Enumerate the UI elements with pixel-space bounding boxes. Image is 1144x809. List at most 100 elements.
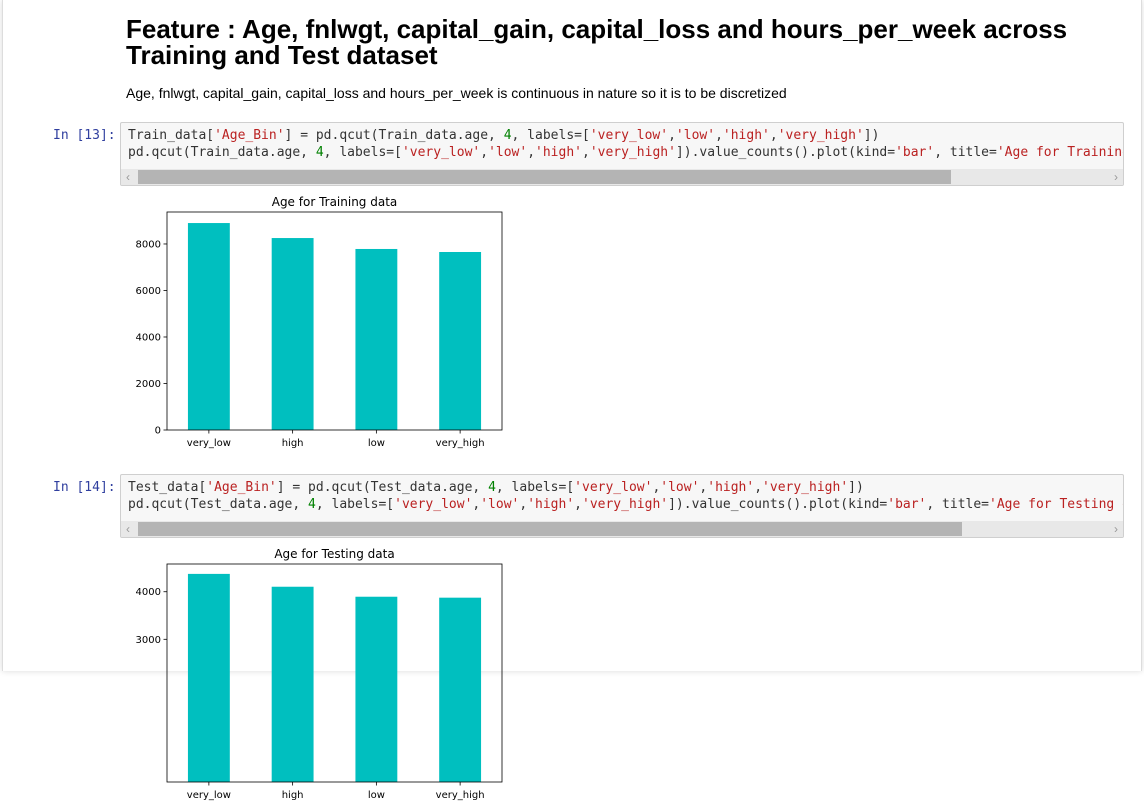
chart-output: very_low high low very_high 0 2000 4000 6000 800…	[122, 192, 522, 452]
x-tick-label: low	[368, 438, 385, 449]
scrollbar-thumb	[138, 170, 951, 184]
code-token: , labels=[	[315, 497, 395, 512]
scroll-right: ›	[1114, 522, 1118, 536]
code-line: pd.qcut(Test_data.age, 4, labels=['very_…	[128, 497, 1124, 512]
code-token: ,	[652, 480, 661, 495]
code-token: 'low'	[660, 480, 700, 495]
bar	[439, 251, 482, 430]
y-tick-label: 4000	[136, 587, 161, 598]
code-token: ,	[582, 145, 590, 160]
code-line: pd.qcut(Train_data.age, 4, labels=[ 'very…	[128, 145, 1124, 160]
chart-title: Age for Training data	[272, 195, 398, 209]
bar	[355, 596, 398, 782]
code-token: 'low'	[488, 145, 528, 160]
cell-prompt: In [13]:	[53, 128, 116, 143]
code-cell[interactable]: Test_data['Age_Bin'] = pd.qcut(Test_data…	[120, 474, 1124, 538]
code-token: 4	[308, 497, 316, 512]
code-token: 'very_high'	[777, 128, 864, 143]
code-token: 'low'	[480, 497, 520, 512]
code-token: ,	[527, 145, 536, 160]
code-token: 'high'	[527, 497, 575, 512]
x-tick-label: very_high	[436, 438, 485, 449]
code-line: Train_data['Age_Bin'] = pd.qcut(Train_da…	[128, 128, 879, 143]
code-token: 4	[488, 480, 496, 495]
code-token: ,	[519, 497, 528, 512]
code-token: 'very_low'	[574, 480, 653, 495]
scrollbar[interactable]: ‹ ›	[121, 169, 1123, 185]
x-tick-label: very_low	[187, 438, 231, 449]
code-token: , title=	[926, 497, 990, 512]
bar	[355, 248, 398, 430]
scroll-left: ‹	[126, 522, 130, 536]
y-tick-label: 6000	[136, 286, 161, 297]
code-token: 'Age for Testing da	[989, 497, 1124, 512]
code-token: ])	[863, 128, 880, 143]
code-token: ,	[769, 128, 778, 143]
scroll-right: ›	[1114, 170, 1118, 184]
code-token: ,	[480, 145, 489, 160]
code-token: 'Age for Training	[996, 145, 1124, 160]
code-cell[interactable]: Train_data['Age_Bin'] = pd.qcut(Train_da…	[120, 122, 1124, 186]
x-tick-label: very_low	[187, 790, 231, 801]
code-token: ,	[699, 480, 708, 495]
code-token: , labels=[	[323, 145, 402, 160]
scrollbar-thumb	[138, 522, 962, 536]
code-token: 'high'	[722, 128, 770, 143]
code-token: , title=	[934, 145, 997, 160]
bar	[271, 586, 314, 782]
chart: very_low high low very_high 0 2000 4000 6000 800…	[136, 195, 503, 449]
code-token: 'Age_Bin'	[214, 128, 285, 143]
code-token: ,	[472, 497, 481, 512]
code-token: 'high'	[535, 145, 582, 160]
code-token: 'bar'	[895, 145, 935, 160]
chart-title: Age for Testing data	[274, 547, 394, 561]
bar	[187, 573, 230, 782]
code-token: 'bar'	[887, 497, 927, 512]
code-token: ]).value_counts().plot(kind=	[668, 497, 888, 512]
cell-prompt: In [14]:	[53, 480, 116, 495]
code-token: , labels=[	[511, 128, 590, 143]
code-token: 'very_low'	[394, 497, 473, 512]
bar	[187, 223, 230, 430]
y-tick-label: 0	[155, 426, 161, 437]
code-token: ] = pd.qcut(Test_data.age,	[276, 480, 489, 495]
y-tick-label: 3000	[136, 635, 161, 646]
code-token: Test_data[	[128, 480, 207, 495]
code-token: 'very_high'	[762, 480, 849, 495]
code-token: ,	[668, 128, 676, 143]
plot-frame	[166, 211, 503, 431]
bar	[439, 597, 482, 782]
scroll-left: ‹	[126, 170, 130, 184]
chart: very_low high low very_high 3000 4000 Age for …	[136, 547, 503, 801]
bar	[271, 238, 314, 430]
y-tick-label: 2000	[136, 379, 161, 390]
code-token: ,	[754, 480, 763, 495]
code-token: 'high'	[707, 480, 755, 495]
code-token: pd.qcut(Train_data.age,	[128, 145, 316, 160]
code-token: ])	[848, 480, 864, 495]
x-tick-label: high	[282, 790, 304, 801]
code-token: 'low'	[675, 128, 716, 143]
code-token: , labels=[	[495, 480, 575, 495]
code-token: 'very_low'	[589, 128, 669, 143]
code-token: Train_data[	[128, 128, 215, 143]
y-tick-label: 8000	[136, 239, 161, 250]
code-token: 'very_high'	[582, 497, 669, 512]
code-token: 'very_high'	[589, 145, 676, 160]
x-tick-label: very_high	[436, 790, 485, 801]
code-token: 4	[503, 128, 512, 143]
code-token: ,	[715, 128, 723, 143]
code-line: Test_data['Age_Bin'] = pd.qcut(Test_data…	[128, 480, 864, 495]
paragraph: Age, fnlwgt, capital_gain, capital_loss …	[126, 85, 787, 101]
y-tick-label: 4000	[136, 332, 161, 343]
code-token: ]).value_counts().plot(kind=	[675, 145, 896, 160]
heading: Feature : Age, fnlwgt, capital_gain, cap…	[126, 14, 1068, 70]
scrollbar[interactable]: ‹ ›	[121, 521, 1123, 537]
code-token: 'Age_Bin'	[206, 480, 277, 495]
code-token: pd.qcut(Test_data.age,	[128, 497, 309, 512]
chart-output: very_low high low very_high 3000 4000 Age for …	[122, 544, 522, 804]
code-token: 4	[315, 145, 324, 160]
x-tick-label: low	[368, 790, 385, 801]
